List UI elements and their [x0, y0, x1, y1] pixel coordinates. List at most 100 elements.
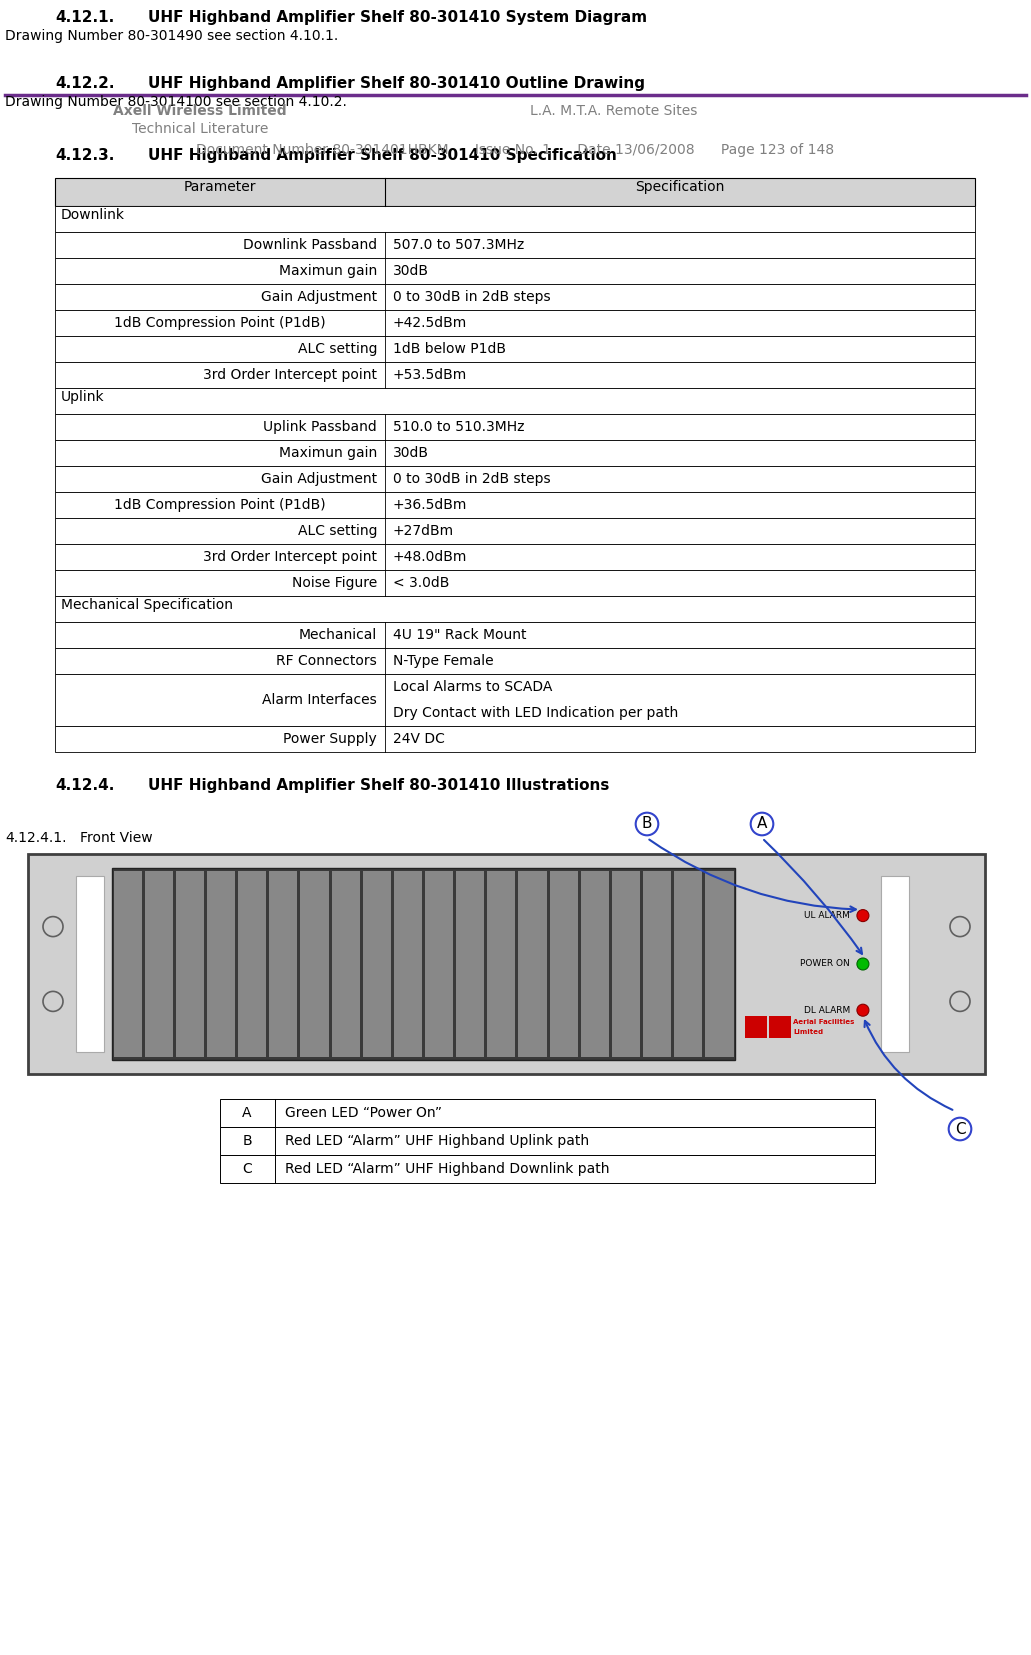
Text: Drawing Number 80-301490 see section 4.10.1.: Drawing Number 80-301490 see section 4.1…: [5, 30, 338, 43]
Bar: [55, 309, 975, 336]
Bar: [55, 492, 975, 518]
Bar: [55, 518, 975, 544]
Text: Dry Contact with LED Indication per path: Dry Contact with LED Indication per path: [393, 707, 678, 720]
Text: C: C: [955, 1122, 965, 1137]
Text: 3rd Order Intercept point: 3rd Order Intercept point: [203, 549, 377, 564]
Bar: [55, 232, 975, 258]
Text: Noise Figure: Noise Figure: [292, 576, 377, 589]
Text: Red LED “Alarm” UHF Highband Uplink path: Red LED “Alarm” UHF Highband Uplink path: [285, 1134, 589, 1149]
Text: UHF Highband Amplifier Shelf 80-301410 Illustrations: UHF Highband Amplifier Shelf 80-301410 I…: [148, 778, 609, 793]
Text: Green LED “Power On”: Green LED “Power On”: [285, 1106, 442, 1120]
Bar: [394, 871, 422, 1058]
Text: Document Number 80-301401HBKM      Issue No. 1      Date 13/06/2008      Page 12: Document Number 80-301401HBKM Issue No. …: [196, 142, 834, 157]
Text: +27dBm: +27dBm: [393, 525, 454, 538]
Bar: [425, 871, 454, 1058]
Text: UHF Highband Amplifier Shelf 80-301410 Specification: UHF Highband Amplifier Shelf 80-301410 S…: [148, 147, 617, 162]
Text: Mechanical Specification: Mechanical Specification: [61, 597, 233, 612]
Text: Uplink: Uplink: [61, 391, 104, 404]
Bar: [144, 871, 173, 1058]
Bar: [113, 871, 141, 1058]
Bar: [580, 871, 609, 1058]
Text: B: B: [242, 1134, 252, 1149]
Text: C: C: [242, 1162, 252, 1177]
Text: 24V DC: 24V DC: [393, 732, 444, 746]
Text: < 3.0dB: < 3.0dB: [393, 576, 450, 589]
Bar: [55, 179, 975, 205]
Text: Axell Wireless Limited: Axell Wireless Limited: [113, 104, 287, 118]
Bar: [76, 875, 104, 1053]
Text: RF Connectors: RF Connectors: [276, 654, 377, 669]
Circle shape: [857, 958, 869, 970]
Bar: [112, 867, 735, 1059]
Bar: [550, 871, 577, 1058]
Text: +36.5dBm: +36.5dBm: [393, 498, 467, 511]
Text: 3rd Order Intercept point: 3rd Order Intercept point: [203, 367, 377, 382]
Text: Front View: Front View: [80, 831, 153, 846]
Text: Local Alarms to SCADA: Local Alarms to SCADA: [393, 680, 553, 693]
Text: Gain Adjustment: Gain Adjustment: [261, 290, 377, 305]
Circle shape: [857, 1005, 869, 1016]
Bar: [705, 871, 733, 1058]
Text: 510.0 to 510.3MHz: 510.0 to 510.3MHz: [393, 420, 525, 434]
Text: 4.12.3.: 4.12.3.: [55, 147, 114, 162]
Bar: [55, 727, 975, 751]
Bar: [769, 1016, 791, 1038]
Bar: [300, 871, 329, 1058]
Text: Maximun gain: Maximun gain: [278, 265, 377, 278]
Bar: [456, 871, 485, 1058]
Bar: [176, 871, 204, 1058]
Bar: [55, 467, 975, 492]
Bar: [55, 649, 975, 674]
Text: Drawing Number 80-3014100 see section 4.10.2.: Drawing Number 80-3014100 see section 4.…: [5, 94, 346, 109]
Text: 4U 19" Rack Mount: 4U 19" Rack Mount: [393, 627, 527, 642]
Bar: [55, 569, 975, 596]
Bar: [55, 414, 975, 440]
Bar: [55, 440, 975, 467]
Text: L.A. M.T.A. Remote Sites: L.A. M.T.A. Remote Sites: [530, 104, 697, 118]
Text: Power Supply: Power Supply: [284, 732, 377, 746]
Text: +48.0dBm: +48.0dBm: [393, 549, 467, 564]
Bar: [332, 871, 360, 1058]
Circle shape: [950, 991, 970, 1011]
Bar: [55, 596, 975, 622]
Text: ALC setting: ALC setting: [298, 525, 377, 538]
Text: +42.5dBm: +42.5dBm: [393, 316, 467, 329]
Bar: [519, 871, 546, 1058]
Text: Uplink Passband: Uplink Passband: [263, 420, 377, 434]
Text: 30dB: 30dB: [393, 265, 429, 278]
Text: +53.5dBm: +53.5dBm: [393, 367, 467, 382]
Text: Red LED “Alarm” UHF Highband Downlink path: Red LED “Alarm” UHF Highband Downlink pa…: [285, 1162, 609, 1177]
Bar: [882, 875, 909, 1053]
Text: UL ALARM: UL ALARM: [804, 912, 850, 920]
Bar: [220, 1155, 875, 1183]
Bar: [55, 622, 975, 649]
Text: 1dB Compression Point (P1dB): 1dB Compression Point (P1dB): [114, 498, 326, 511]
Text: Mechanical: Mechanical: [299, 627, 377, 642]
Text: Maximun gain: Maximun gain: [278, 445, 377, 460]
Bar: [269, 871, 297, 1058]
Text: 4.12.4.1.: 4.12.4.1.: [5, 831, 67, 846]
Circle shape: [857, 910, 869, 922]
Bar: [745, 1016, 767, 1038]
Circle shape: [43, 917, 63, 937]
Text: Downlink Passband: Downlink Passband: [243, 238, 377, 252]
Text: 4.12.2.: 4.12.2.: [55, 76, 114, 91]
Text: POWER ON: POWER ON: [800, 960, 850, 968]
Bar: [488, 871, 516, 1058]
Circle shape: [43, 991, 63, 1011]
Bar: [220, 1127, 875, 1155]
Bar: [674, 871, 702, 1058]
Bar: [363, 871, 391, 1058]
Text: Downlink: Downlink: [61, 209, 125, 222]
Text: Gain Adjustment: Gain Adjustment: [261, 472, 377, 487]
Text: Specification: Specification: [635, 180, 725, 194]
Text: 4.12.4.: 4.12.4.: [55, 778, 114, 793]
Text: Parameter: Parameter: [184, 180, 257, 194]
Bar: [207, 871, 235, 1058]
Text: UHF Highband Amplifier Shelf 80-301410 System Diagram: UHF Highband Amplifier Shelf 80-301410 S…: [148, 10, 647, 25]
Text: 1dB Compression Point (P1dB): 1dB Compression Point (P1dB): [114, 316, 326, 329]
Text: A: A: [757, 816, 767, 831]
Bar: [55, 258, 975, 285]
Text: ALC setting: ALC setting: [298, 343, 377, 356]
Text: UHF Highband Amplifier Shelf 80-301410 Outline Drawing: UHF Highband Amplifier Shelf 80-301410 O…: [148, 76, 645, 91]
